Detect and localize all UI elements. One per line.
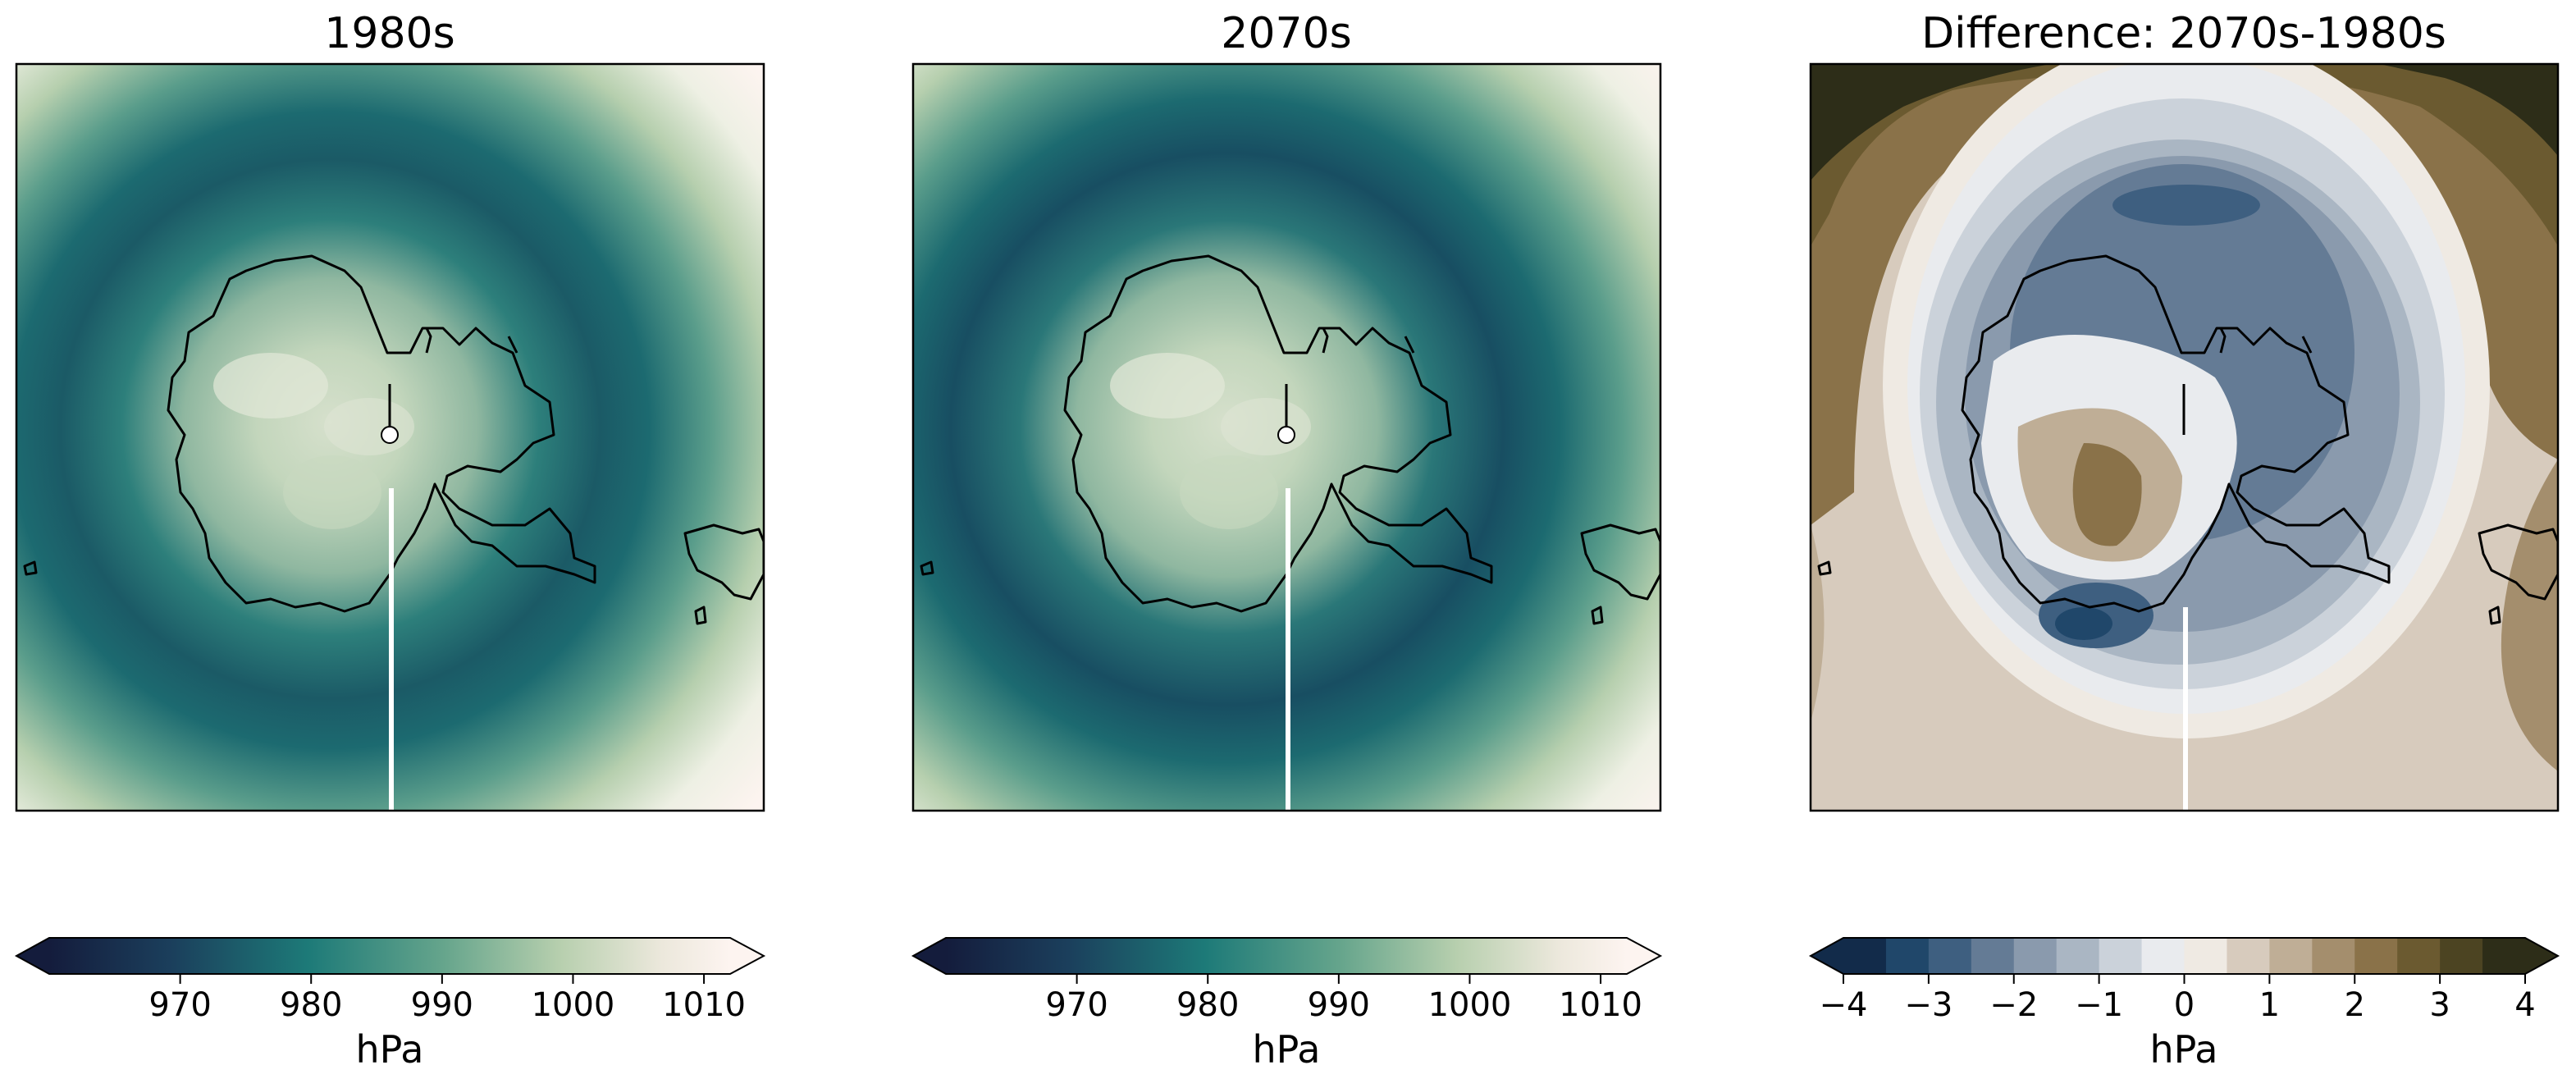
colorbar-ticks: 970 980 990 1000 1010 <box>1045 974 1642 1024</box>
colorbar-tick-label: 2 <box>2345 986 2365 1024</box>
high-plateau-patch <box>1221 398 1311 455</box>
colorbar-unit-label: hPa <box>2149 1027 2217 1072</box>
colorbar-tick-label: 980 <box>280 986 342 1024</box>
antarctica-coastline <box>1063 254 1493 613</box>
colorbar-outline <box>14 937 766 975</box>
high-plateau-patch <box>213 353 328 418</box>
positive-anomaly-contour <box>2501 459 2558 771</box>
colorbar-swatch <box>2269 938 2313 974</box>
colorbar-difference: −4 −3 −2 −1 0 1 2 3 4 hPa <box>1808 937 2560 1072</box>
colorbar-swatch <box>1971 938 2015 974</box>
colorbar-tick-label: 970 <box>148 986 211 1024</box>
map-frame-2070s <box>911 62 1662 812</box>
negative-anomaly-contour <box>2055 607 2112 640</box>
south-america-coastline <box>2478 523 2558 601</box>
colorbar-gradient <box>946 938 1627 974</box>
colorbar-swatch <box>1885 938 1930 974</box>
colorbar-tick-label: 990 <box>411 986 473 1024</box>
colorbar-swatch <box>2184 938 2227 974</box>
colorbar-extend-max <box>1627 938 1660 974</box>
colorbar-tick-label: 990 <box>1308 986 1370 1024</box>
map-panel-2070s <box>913 64 1660 811</box>
colorbar-extend-min <box>16 938 49 974</box>
colorbar-swatch <box>2013 938 2058 974</box>
colorbar-gradient <box>49 938 730 974</box>
high-plateau-patch <box>1110 353 1225 418</box>
date-line-artefact <box>1286 488 1290 811</box>
colorbar-unit-label: hPa <box>355 1027 423 1072</box>
south-pole-marker <box>381 426 399 444</box>
antarctica-coastline <box>1961 254 2391 613</box>
colorbar-tick-label: 1000 <box>1428 986 1512 1024</box>
panel-title-2070s: 2070s <box>1221 9 1351 58</box>
map-panel-difference <box>1811 64 2558 811</box>
colorbar-unit-label: hPa <box>1252 1027 1320 1072</box>
colorbar-ticks: −4 −3 −2 −1 0 1 2 3 4 <box>1820 974 2536 1024</box>
colorbar-swatch <box>1843 938 1887 974</box>
positive-anomaly-contour <box>1811 64 2558 181</box>
antarctica-coastline <box>167 254 596 613</box>
colorbar-swatch <box>2354 938 2398 974</box>
map-panel-1980s <box>16 64 764 811</box>
map-frame-difference <box>1809 62 2560 812</box>
panel-title-difference: Difference: 2070s-1980s <box>1921 9 2446 58</box>
colorbar-extend-max <box>2525 938 2558 974</box>
colorbar-tick-label: 1010 <box>1559 986 1642 1024</box>
high-plateau-patch <box>283 455 381 529</box>
island-coastline <box>23 560 707 625</box>
colorbar-tick-label: −1 <box>2075 986 2123 1024</box>
colorbar-tick-label: 1010 <box>662 986 746 1024</box>
south-america-coastline <box>683 523 764 601</box>
colorbar-swatch <box>2440 938 2483 974</box>
colorbar-tick-label: 970 <box>1045 986 1108 1024</box>
colorbar-swatch <box>1928 938 1972 974</box>
colorbar-tick-label: 3 <box>2429 986 2450 1024</box>
high-plateau-patch <box>1180 455 1278 529</box>
colorbar-swatch <box>2141 938 2185 974</box>
colorbar-outline <box>911 937 1663 975</box>
colorbar-swatch <box>2227 938 2270 974</box>
colorbar-swatch <box>2482 938 2526 974</box>
colorbar-tick-label: 4 <box>2514 986 2535 1024</box>
colorbar-2070s: 970 980 990 1000 1010 hPa <box>911 937 1663 1072</box>
colorbar-tick-label: −2 <box>1989 986 2038 1024</box>
colorbar-steps <box>1843 938 2526 974</box>
colorbar-swatch <box>2056 938 2100 974</box>
colorbar-extend-min <box>913 938 946 974</box>
colorbar-tick-label: −4 <box>1820 986 1868 1024</box>
island-coastline <box>920 560 1604 625</box>
peninsula-coastline <box>425 327 518 354</box>
colorbar-tick-label: 980 <box>1176 986 1239 1024</box>
negative-anomaly-contour <box>2112 185 2260 226</box>
colorbar-ticks: 970 980 990 1000 1010 <box>148 974 746 1024</box>
colorbar-1980s: 970 980 990 1000 1010 hPa <box>14 937 766 1072</box>
date-line-artefact <box>2183 607 2188 811</box>
interior-anomaly-contour <box>2072 443 2142 546</box>
colorbar-swatch <box>2397 938 2441 974</box>
south-pole-marker <box>1277 426 1295 444</box>
colorbar-tick-label: 1 <box>2259 986 2280 1024</box>
colorbar-tick-label: −3 <box>1904 986 1953 1024</box>
colorbar-extend-min <box>1811 938 1843 974</box>
colorbar-tick-label: 0 <box>2174 986 2195 1024</box>
colorbar-extend-max <box>730 938 764 974</box>
peninsula-coastline <box>1322 327 1415 354</box>
panel-title-1980s: 1980s <box>324 9 454 58</box>
map-frame-1980s <box>15 62 765 812</box>
colorbar-swatch <box>2312 938 2355 974</box>
island-coastline <box>1817 560 2501 625</box>
south-america-coastline <box>1580 523 1660 601</box>
high-plateau-patch <box>324 398 414 455</box>
peninsula-coastline <box>2219 327 2313 354</box>
colorbar-tick-label: 1000 <box>532 986 615 1024</box>
colorbar-swatch <box>2099 938 2143 974</box>
date-line-artefact <box>389 488 394 811</box>
